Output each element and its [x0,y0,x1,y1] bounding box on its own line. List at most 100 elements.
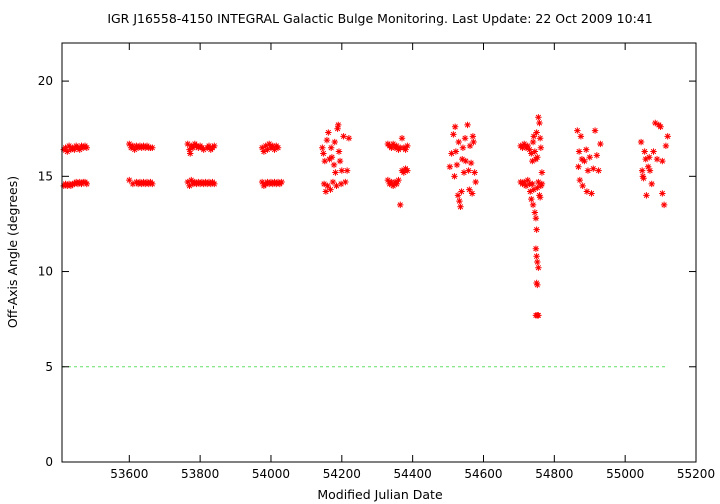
data-point [535,114,542,121]
x-tick-label: 53800 [181,467,219,481]
data-point [451,123,459,130]
data-point [536,135,544,142]
data-point [527,188,534,195]
data-point [641,148,648,155]
data-point [126,176,133,184]
data-point [536,194,544,201]
data-point [528,150,535,157]
data-point [393,180,400,188]
data-point [395,176,402,184]
data-point [532,245,540,252]
data-point [642,155,649,163]
data-point [446,163,454,170]
x-tick-label: 54400 [394,467,432,481]
data-point [662,142,670,150]
data-point [644,163,652,170]
data-point [638,167,646,174]
data-point [211,142,218,150]
data-point [184,178,191,186]
data-point [338,167,346,174]
data-point [189,144,197,151]
data-point [533,129,540,136]
data-point [586,154,593,161]
data-point [465,167,472,174]
data-point [459,144,467,151]
data-point [533,253,540,260]
data-point [524,176,531,184]
y-tick-label: 0 [45,455,53,469]
data-point [583,188,591,195]
data-point [397,201,404,209]
data-point [460,169,468,176]
data-point [593,152,601,159]
data-point [71,146,78,153]
plot-frame [61,42,697,463]
data-point [334,125,341,132]
data-point [640,175,647,182]
data-point [384,176,392,184]
data-point [464,121,471,129]
data-point [659,190,666,197]
x-tick-label: 53600 [110,467,148,481]
data-point [452,148,460,155]
data-point [330,161,338,169]
data-point [455,138,462,146]
data-point [590,165,597,172]
data-point [531,148,539,155]
data-point [329,178,337,186]
data-point [535,264,542,271]
data-point [537,182,545,190]
data-point [591,127,599,134]
data-point [583,146,590,153]
data-point [404,142,411,150]
data-point [264,146,271,153]
data-point [535,312,542,319]
data-point [522,182,530,190]
data-point [450,131,457,138]
data-point [453,161,461,169]
data-point [333,182,340,190]
data-point [320,150,327,157]
data-point [533,226,540,233]
data-point [534,281,541,289]
data-point [664,133,671,140]
data-point [575,163,582,170]
data-point [335,148,343,155]
data-point [342,178,349,186]
data-point [458,188,465,195]
data-point [211,180,218,188]
data-point [650,148,657,155]
y-tick-label: 15 [38,169,53,183]
data-point [388,144,395,151]
data-point [595,167,602,174]
data-point [521,178,528,186]
data-point [536,119,543,127]
data-point [388,178,395,186]
data-point [258,178,266,186]
data-point [575,148,583,155]
data-point [574,127,581,134]
data-point [83,144,90,151]
x-axis-label: Modified Julian Date [317,487,443,502]
data-point [322,188,330,195]
data-point [528,195,535,203]
data-point [340,133,347,140]
data-point [402,146,409,153]
data-point [126,140,133,148]
data-point [466,186,473,193]
data-point [320,180,328,188]
data-point [343,167,351,174]
data-point [129,142,137,150]
data-point [332,169,339,176]
data-point [400,169,407,176]
chart-title: IGR J16558-4150 INTEGRAL Galactic Bulge … [107,11,652,26]
data-point [454,192,462,199]
data-point [648,180,655,188]
data-point [271,146,278,153]
data-point [64,148,71,155]
data-point [529,157,536,165]
data-point [470,138,477,146]
data-point [62,144,69,151]
data-point [646,154,653,161]
